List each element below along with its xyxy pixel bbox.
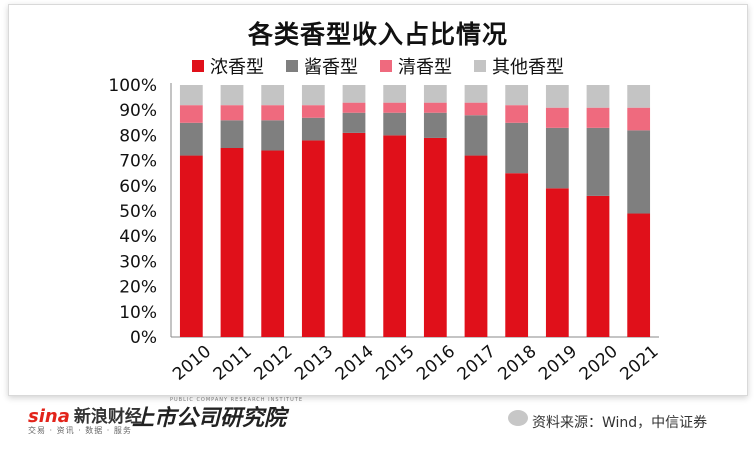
bar-2018-series-3 [505, 85, 529, 106]
y-tick-label-6: 60% [119, 177, 157, 197]
legend-swatch-2 [380, 60, 392, 72]
bar-2015-series-2 [383, 102, 407, 113]
institute-logo: 上市公司研究院 [132, 406, 287, 431]
bar-2016-series-3 [423, 85, 447, 103]
x-tick-label-1: 2011 [210, 342, 256, 385]
x-tick-label-6: 2016 [413, 342, 459, 385]
bar-2017-series-2 [464, 102, 488, 116]
footer: sina 新浪财经 交易 · 资讯 · 数据 · 服务 PUBLIC COMPA… [0, 396, 754, 451]
x-tick-label-11: 2021 [616, 342, 662, 385]
bar-2014-series-0 [342, 132, 366, 337]
legend-item-2: 清香型 [380, 53, 452, 79]
institute-subtitle: PUBLIC COMPANY RESEARCH INSTITUTE [170, 397, 303, 403]
y-tick-label-2: 20% [119, 278, 157, 298]
bar-2010-series-3 [179, 85, 203, 106]
bar-2012-series-1 [261, 120, 285, 151]
y-tick-label-5: 50% [119, 202, 157, 222]
x-tick-label-5: 2015 [372, 342, 418, 385]
legend-label-3: 其他香型 [492, 57, 564, 78]
sina-subtitle: 交易 · 资讯 · 数据 · 服务 [28, 426, 132, 435]
legend-label-2: 清香型 [398, 57, 452, 78]
bar-2015-series-1 [383, 112, 407, 136]
bar-2021-series-1 [627, 130, 651, 214]
source-line: 资料来源：Wind，中信证券 [532, 412, 707, 432]
y-tick-label-10: 100% [108, 76, 157, 96]
bar-2012-series-2 [261, 105, 285, 121]
sina-mark: sina [28, 406, 70, 427]
bar-2019-series-2 [545, 107, 569, 128]
x-tick-label-0: 2010 [169, 342, 215, 385]
bar-2018-series-0 [505, 173, 529, 337]
bar-2014-series-2 [342, 102, 366, 113]
bar-2011-series-0 [220, 148, 244, 337]
bar-2012-series-0 [261, 150, 285, 337]
bar-2017-series-1 [464, 115, 488, 156]
bar-2015-series-3 [383, 85, 407, 103]
bar-2016-series-2 [423, 102, 447, 113]
chart-frame: 各类香型收入占比情况 浓香型 酱香型 清香型 其他香型 0% 10% 20% 30% 4… [8, 4, 748, 396]
bar-2014-series-3 [342, 85, 366, 103]
y-tick-label-4: 40% [119, 227, 157, 247]
bar-2019-series-1 [545, 127, 569, 189]
legend: 浓香型 酱香型 清香型 其他香型 [9, 53, 747, 79]
wechat-icon [508, 410, 528, 426]
bar-2011-series-1 [220, 120, 244, 148]
legend-swatch-0 [192, 60, 204, 72]
legend-item-3: 其他香型 [474, 53, 564, 79]
legend-item-1: 酱香型 [286, 53, 358, 79]
bar-2017-series-3 [464, 85, 488, 103]
y-tick-label-7: 70% [119, 152, 157, 172]
bar-2021-series-2 [627, 107, 651, 131]
x-tick-label-4: 2014 [332, 342, 378, 385]
bar-2019-series-3 [545, 85, 569, 108]
y-tick-label-0: 0% [130, 328, 157, 348]
bar-2017-series-0 [464, 155, 488, 337]
bar-2013-series-0 [301, 140, 325, 337]
bar-2020-series-3 [586, 85, 610, 108]
bar-2018-series-1 [505, 122, 529, 174]
bar-2013-series-2 [301, 105, 325, 118]
bar-2016-series-0 [423, 137, 447, 337]
bar-2011-series-3 [220, 85, 244, 106]
y-tick-label-8: 80% [119, 126, 157, 146]
x-tick-label-10: 2020 [576, 342, 622, 385]
bar-2010-series-0 [179, 155, 203, 337]
legend-swatch-1 [286, 60, 298, 72]
bar-2019-series-0 [545, 188, 569, 337]
legend-label-1: 酱香型 [304, 57, 358, 78]
bar-2021-series-0 [627, 213, 651, 337]
y-tick-label-1: 10% [119, 303, 157, 323]
x-tick-label-7: 2017 [454, 342, 500, 385]
chart-title: 各类香型收入占比情况 [247, 20, 508, 49]
source-label: 资料来源：Wind，中信证券 [532, 415, 708, 431]
bar-2013-series-1 [301, 117, 325, 141]
y-tick-label-3: 30% [119, 252, 157, 272]
legend-label-0: 浓香型 [210, 57, 264, 78]
bar-2018-series-2 [505, 105, 529, 123]
bar-2015-series-0 [383, 135, 407, 337]
bar-2012-series-3 [261, 85, 285, 106]
bar-2013-series-3 [301, 85, 325, 106]
sina-name: 新浪财经 [73, 407, 142, 427]
bar-2010-series-2 [179, 105, 203, 123]
legend-item-0: 浓香型 [192, 53, 264, 79]
bar-2021-series-3 [627, 85, 651, 108]
x-tick-label-9: 2019 [535, 342, 581, 385]
y-tick-label-9: 90% [119, 101, 157, 121]
bar-2020-series-0 [586, 195, 610, 337]
bar-2014-series-1 [342, 112, 366, 133]
bar-2011-series-2 [220, 105, 244, 121]
bar-2016-series-1 [423, 112, 447, 138]
x-tick-label-2: 2012 [250, 342, 296, 385]
bar-2010-series-1 [179, 122, 203, 156]
sina-logo: sina 新浪财经 [28, 402, 142, 427]
bar-2020-series-2 [586, 107, 610, 128]
legend-swatch-3 [474, 60, 486, 72]
x-tick-label-3: 2013 [291, 342, 337, 385]
stacked-bar-chart: 0%10%20%30%40%50%60%70%80%90%100%2010201… [108, 76, 662, 385]
x-tick-label-8: 2018 [494, 342, 540, 385]
bar-2020-series-1 [586, 127, 610, 196]
